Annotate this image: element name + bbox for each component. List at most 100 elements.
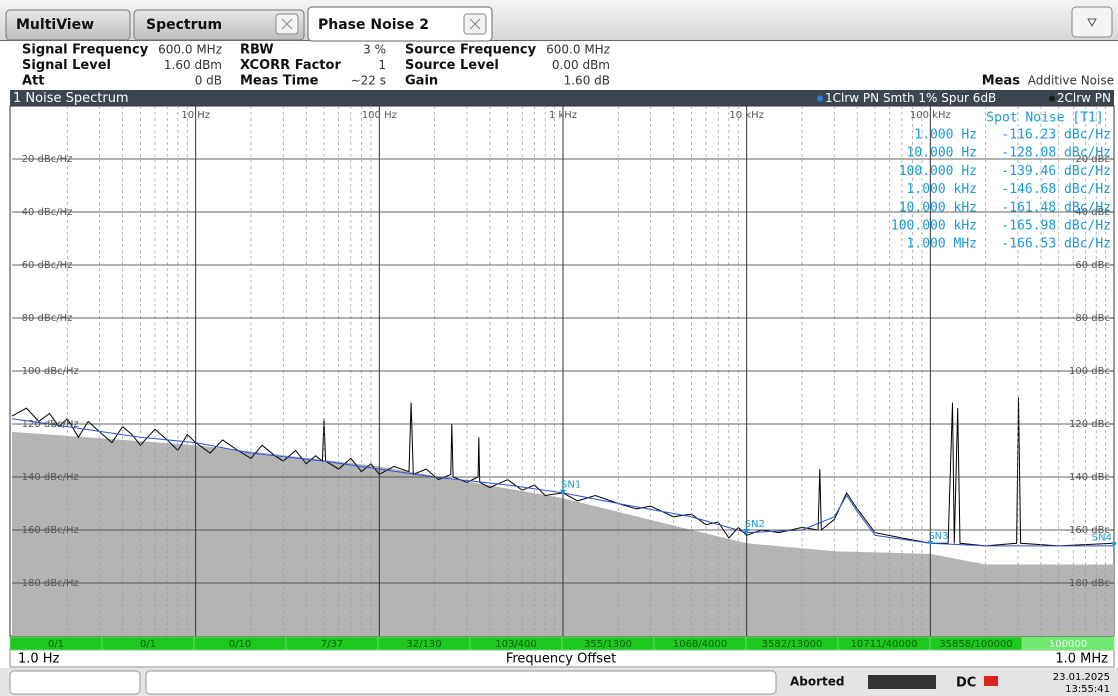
y2-tick-label: -100 dBc — [1065, 366, 1110, 377]
setting-value: 0.00 dBm — [552, 58, 610, 72]
setting-label: Gain — [405, 74, 438, 89]
spot-value: -146.68 dBc/Hz — [1001, 182, 1111, 197]
y-tick-label: -40 dBc/Hz — [18, 207, 72, 218]
setting-value: 3 % — [363, 43, 386, 57]
spot-value: -165.98 dBc/Hz — [1001, 219, 1111, 234]
x-tick-label: 100 Hz — [362, 110, 397, 121]
progress-indicator — [868, 675, 936, 689]
progress-label: 0/1 — [140, 639, 156, 650]
x-tick-label: 10 Hz — [181, 110, 210, 121]
tab[interactable] — [5, 9, 131, 41]
plot: 10 Hz 100 Hz 1 kHz 10 kHz 100 kHz -20 dBc/Hz -… — [11, 106, 1117, 636]
y-tick-label: -80 dBc/Hz — [18, 313, 72, 324]
progress-label: 355/1300 — [584, 639, 632, 650]
y-tick-label: -140 dBc/Hz — [18, 472, 79, 483]
tab-label: MultiView — [16, 17, 94, 33]
y2-tick-label: -60 dBc — [1072, 260, 1110, 271]
spot-value: -161.48 dBc/Hz — [1001, 200, 1111, 215]
x-tick-label: 1 kHz — [549, 110, 577, 121]
setting-value: 1 — [378, 58, 386, 72]
setting-value: 600.0 MHz — [158, 43, 222, 57]
y-tick-label: -60 dBc/Hz — [18, 260, 72, 271]
progress-label: 3582/13000 — [762, 639, 823, 650]
y2-tick-label: -140 dBc — [1065, 472, 1110, 483]
marker-label: SN2 — [745, 519, 765, 530]
trace-dot — [817, 95, 823, 102]
setting-label: Att — [22, 74, 45, 89]
spot-offset: 1.000 kHz — [907, 182, 977, 197]
progress-label: 10711/40000 — [851, 639, 918, 650]
setting-label: RBW — [240, 43, 274, 58]
progress-label: 1068/4000 — [673, 639, 727, 650]
setting-label: Signal Level — [22, 58, 111, 73]
spot-offset: 1.000 Hz — [914, 128, 977, 143]
trace-info: 1Clrw PN Smth 1% Spur 6dB — [825, 91, 996, 105]
setting-value: 1.60 dB — [564, 74, 610, 88]
progress-label: 100000 — [1049, 639, 1087, 650]
marker-label: SN1 — [561, 480, 581, 491]
x-axis-label: Frequency Offset — [506, 652, 616, 667]
y-tick-label: -160 dBc/Hz — [18, 525, 79, 536]
spot-value: -116.23 dBc/Hz — [1001, 128, 1111, 143]
tab-label: Spectrum — [146, 17, 222, 33]
tab[interactable] — [133, 9, 305, 41]
spot-offset: 10.000 kHz — [899, 200, 977, 215]
progress-label: 32/130 — [406, 639, 441, 650]
setting-value: 1.60 dBm — [164, 58, 222, 72]
chart-title: 1 Noise Spectrum — [13, 91, 129, 106]
y-tick-label: -100 dBc/Hz — [18, 366, 79, 377]
marker-label: SN4 — [1092, 532, 1112, 543]
trace-dot — [1049, 95, 1055, 102]
y-tick-label: -120 dBc/Hz — [18, 419, 79, 430]
setting-value: 0 dB — [195, 74, 222, 88]
time: 13:55:41 — [1065, 684, 1110, 695]
y-tick-label: -180 dBc/Hz — [18, 578, 79, 589]
setting-label: Meas Time — [240, 74, 319, 89]
start-label: 1.0 Hz — [18, 652, 60, 667]
spot-value: -128.08 dBc/Hz — [1001, 146, 1111, 161]
progress-label: 103/400 — [495, 639, 537, 650]
trace — [11, 418, 1114, 547]
dc-indicator: DC — [956, 676, 976, 691]
input-field[interactable] — [9, 670, 141, 695]
setting-label: Signal Frequency — [22, 43, 149, 58]
status-state: Aborted — [790, 675, 845, 689]
spot-marker — [1111, 542, 1117, 548]
y2-tick-label: -120 dBc — [1065, 419, 1110, 430]
progress-label: 7/37 — [321, 639, 343, 650]
setting-label: Source Level — [405, 58, 499, 73]
progress-label: 0/10 — [229, 639, 251, 650]
tab-label: Phase Noise 2 — [318, 17, 429, 33]
spot-offset: 10.000 Hz — [907, 146, 977, 161]
y2-tick-label: -40 dBc — [1072, 207, 1110, 218]
dropdown-button[interactable] — [1071, 6, 1113, 38]
y2-tick-label: -80 dBc — [1072, 313, 1110, 324]
lan-icon — [984, 676, 998, 686]
spot-value: -139.46 dBc/Hz — [1001, 164, 1111, 179]
spot-noise-title: Spot Noise [T1] — [986, 111, 1103, 126]
spot-value: -166.53 dBc/Hz — [1001, 237, 1111, 252]
y2-tick-label: -180 dBc — [1065, 578, 1110, 589]
spot-offset: 100.000 kHz — [891, 219, 977, 234]
stop-label: 1.0 MHz — [1055, 652, 1108, 667]
progress-label: 0/1 — [48, 639, 64, 650]
close-icon — [281, 18, 293, 30]
setting-value: 600.0 MHz — [546, 43, 610, 57]
marker-label: SN3 — [928, 531, 948, 542]
date: 23.01.2025 — [1053, 672, 1110, 683]
progress-label: 35858/100000 — [939, 639, 1012, 650]
setting-value: ∼22 s — [351, 74, 386, 88]
x-tick-label: 100 kHz — [910, 110, 951, 121]
spot-marker — [560, 489, 566, 495]
x-tick-label: 10 kHz — [729, 110, 763, 121]
y-tick-label: -20 dBc/Hz — [18, 154, 72, 165]
spot-offset: 1.000 MHz — [907, 237, 977, 252]
spot-marker — [743, 528, 750, 534]
spot-marker — [927, 540, 934, 546]
progress-segment — [1021, 636, 1115, 651]
tab-active[interactable] — [307, 6, 493, 42]
trace-info: 2Clrw PN — [1057, 91, 1111, 105]
setting-label: Source Frequency — [405, 43, 537, 58]
